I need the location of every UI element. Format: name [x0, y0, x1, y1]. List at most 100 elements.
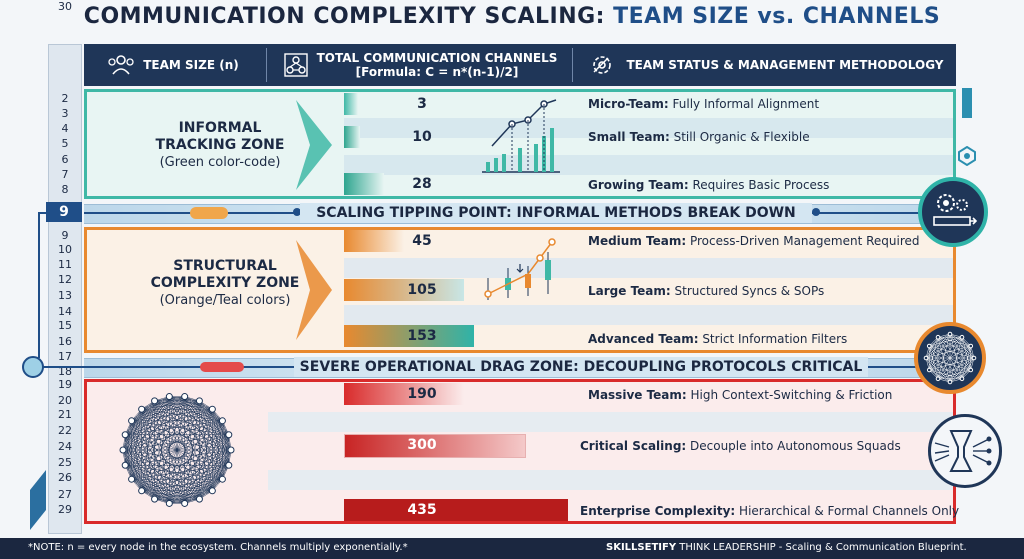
row-number: 8	[61, 183, 69, 196]
row-number: 10	[58, 243, 72, 256]
row-number: 12	[58, 273, 72, 286]
mesh-network-icon	[119, 393, 235, 507]
row-number: 7	[61, 168, 69, 181]
team-status-label: Medium Team:	[588, 234, 687, 248]
connector-node	[22, 356, 44, 378]
channel-value: 28	[412, 176, 432, 192]
row-number: 16	[58, 335, 72, 348]
team-status-desc: High Context-Switching & Friction	[686, 388, 893, 402]
team-icon	[108, 55, 134, 75]
bar-28	[344, 173, 384, 195]
team-status-label: Growing Team:	[588, 178, 689, 192]
team-status-desc: Structured Syncs & SOPs	[670, 284, 825, 298]
gear-badge	[918, 177, 988, 247]
row-number: 4	[61, 122, 69, 135]
team-status-desc: Decouple into Autonomous Squads	[686, 439, 901, 453]
bar-190	[344, 383, 464, 405]
channel-value: 45	[412, 233, 432, 249]
team-status-desc: Requires Basic Process	[688, 178, 830, 192]
row-number: 17	[58, 350, 72, 363]
team-status-desc: Still Organic & Flexible	[669, 130, 810, 144]
team-status: Large Team: Structured Syncs & SOPs	[588, 284, 824, 298]
footer-brand: SKILLSETIFY	[606, 542, 677, 553]
bar-3	[344, 93, 358, 115]
channel-value: 190	[407, 386, 437, 402]
channel-value: 300	[407, 437, 437, 453]
team-status-desc: Hierarchical & Formal Channels Only	[735, 504, 960, 518]
tipping-text-2: SEVERE OPERATIONAL DRAG ZONE: DECOUPLING…	[294, 357, 868, 377]
title-main: COMMUNICATION COMPLEXITY SCALING:	[83, 4, 605, 29]
team-status: Critical Scaling: Decouple into Autonomo…	[580, 439, 901, 453]
footer: *NOTE: n = every node in the ecosystem. …	[0, 538, 1024, 559]
row-number: 30	[58, 0, 72, 13]
informal-chevron-icon	[296, 100, 332, 190]
header-col2-line1: TOTAL COMMUNICATION CHANNELS	[316, 51, 558, 65]
team-status-desc: Strict Information Filters	[698, 332, 848, 346]
team-status-desc: Fully Informal Alignment	[668, 97, 820, 111]
funnel-network-icon	[934, 430, 992, 472]
row-number: 25	[58, 456, 72, 469]
header-col2-line2: [Formula: C = n*(n-1)/2]	[355, 65, 519, 79]
structural-zone-label: STRUCTURAL COMPLEXITY ZONE (Orange/Teal …	[150, 258, 300, 308]
bar-435	[344, 499, 568, 521]
row-number: 26	[58, 471, 72, 484]
row-number: 29	[58, 503, 72, 516]
header-status: TEAM STATUS & MANAGEMENT METHODOLOGY	[576, 44, 956, 86]
row-number: 5	[61, 137, 69, 150]
team-status-label: Massive Team:	[588, 388, 687, 402]
footer-note: *NOTE: n = every node in the ecosystem. …	[28, 542, 408, 553]
tipping-marker-1	[190, 207, 228, 219]
row-number: 2	[61, 92, 69, 105]
structural-chevron-icon	[296, 240, 332, 340]
team-status-label: Critical Scaling:	[580, 439, 687, 453]
row-number: 6	[61, 153, 69, 166]
candlestick-chart-icon	[484, 238, 556, 300]
team-status: Enterprise Complexity: Hierarchical & Fo…	[580, 504, 959, 518]
team-status-label: Large Team:	[588, 284, 671, 298]
row-number: 9	[61, 229, 69, 242]
team-status-label: Advanced Team:	[588, 332, 699, 346]
tipping-text-1: SCALING TIPPING POINT: INFORMAL METHODS …	[300, 203, 812, 223]
tipping-marker-2	[200, 362, 244, 372]
row-number: 14	[58, 305, 72, 318]
channel-value: 105	[407, 282, 437, 298]
channel-value: 10	[412, 129, 432, 145]
row-number: 24	[58, 440, 72, 453]
mesh-badge-icon	[923, 331, 977, 385]
gear-process-icon	[933, 194, 978, 226]
title-highlight: TEAM SIZE vs. CHANNELS	[613, 4, 941, 29]
channel-value: 153	[407, 328, 437, 344]
page-title: COMMUNICATION COMPLEXITY SCALING: TEAM S…	[0, 4, 1024, 29]
header-team-size: TEAM SIZE (n)	[84, 44, 262, 86]
bar-105	[344, 279, 464, 301]
header-col3-label: TEAM STATUS & MANAGEMENT METHODOLOGY	[626, 58, 944, 72]
team-status: Micro-Team: Fully Informal Alignment	[588, 97, 819, 111]
team-status-desc: Process-Driven Management Required	[686, 234, 920, 248]
structural-zone	[84, 227, 956, 353]
team-status-label: Enterprise Complexity:	[580, 504, 736, 518]
team-status: Medium Team: Process-Driven Management R…	[588, 234, 920, 248]
footer-brand-tail: THINK LEADERSHIP - Scaling & Communicati…	[676, 542, 967, 553]
header-col1-label: TEAM SIZE (n)	[143, 58, 239, 72]
row-number: 18	[58, 365, 72, 378]
row-number: 22	[58, 424, 72, 437]
bar-10	[344, 126, 360, 148]
footer-brand-line: SKILLSETIFY THINK LEADERSHIP - Scaling &…	[606, 542, 967, 553]
network-icon	[283, 53, 308, 77]
channel-value: 3	[417, 96, 427, 112]
row-number: 11	[58, 258, 72, 271]
rail-decoration-icon	[30, 470, 46, 530]
mesh-badge	[914, 322, 986, 394]
hexagon-icon	[958, 146, 976, 166]
funnel-badge	[928, 414, 1002, 488]
row-number: 21	[58, 408, 72, 421]
team-status: Massive Team: High Context-Switching & F…	[588, 388, 892, 402]
bar-153	[344, 325, 474, 347]
team-status: Growing Team: Requires Basic Process	[588, 178, 829, 192]
gear-icon	[593, 56, 612, 74]
informal-zone	[84, 89, 956, 199]
team-status: Small Team: Still Organic & Flexible	[588, 130, 810, 144]
channel-value: 435	[407, 502, 437, 518]
bar-45	[344, 230, 404, 252]
row-number: 27	[58, 488, 72, 501]
